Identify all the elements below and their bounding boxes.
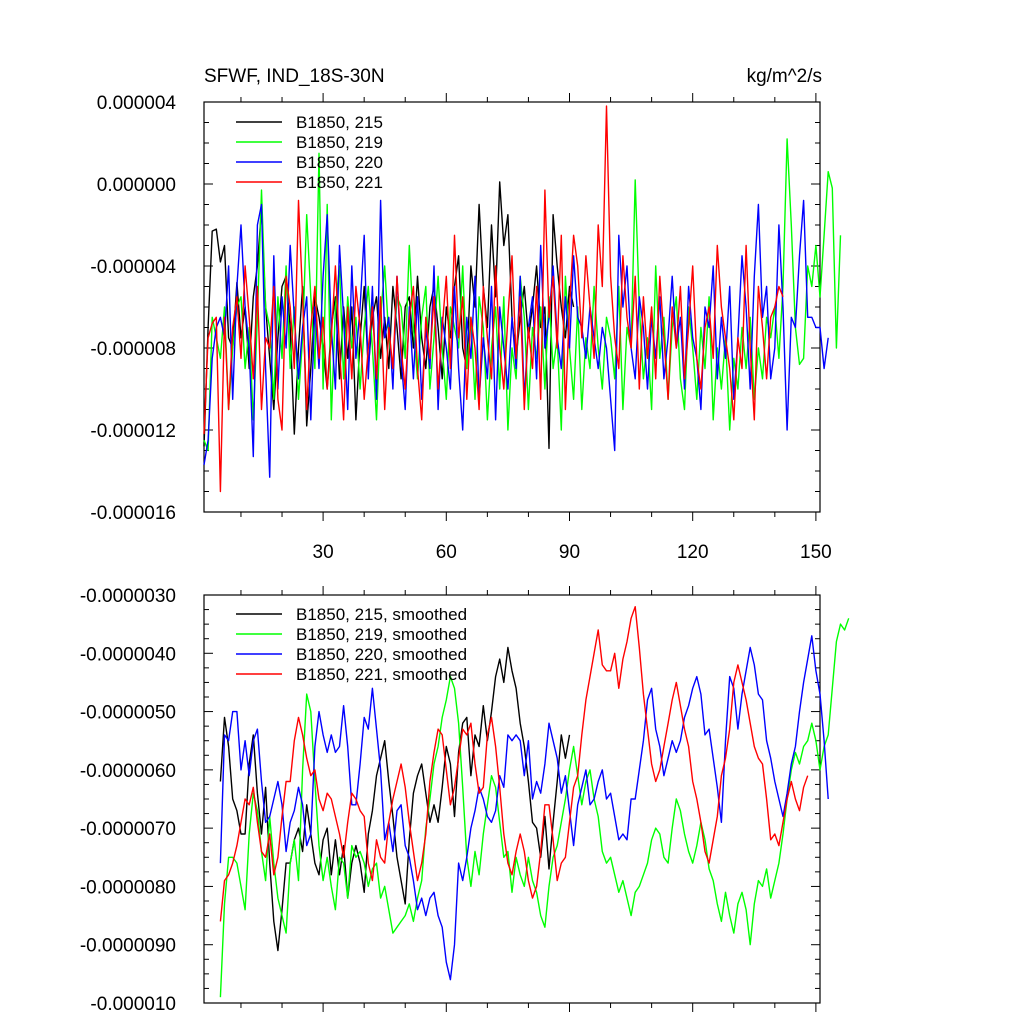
bottom-panel: -0.000010 -0.0000090 -0.0000080 -0.0000070 -… [80, 586, 850, 1015]
x-tick-label: 120 [677, 542, 709, 563]
series-line [203, 105, 784, 493]
y-tick-label: -0.0000070 [80, 819, 176, 840]
y-tick-label: -0.000004 [90, 257, 176, 278]
legend-label: B1850, 220 [296, 153, 383, 172]
chart-title: SFWF, IND_18S-30N [204, 66, 385, 87]
series-line [203, 138, 842, 452]
x-tick-label: 60 [436, 542, 457, 563]
series-line [203, 199, 829, 478]
series-line [219, 646, 571, 952]
series-line [219, 606, 809, 922]
series-line [219, 618, 850, 998]
legend-label: B1850, 220, smoothed [296, 645, 467, 664]
y-tick-label: -0.000016 [90, 503, 176, 524]
y-tick-label: -0.000008 [90, 339, 176, 360]
y-tick-label: -0.0000060 [80, 761, 176, 782]
x-tick-label: 30 [313, 542, 334, 563]
y-tick-label: -0.0000080 [80, 877, 176, 898]
y-tick-label: 0.000000 [97, 175, 176, 196]
legend-label: B1850, 221, smoothed [296, 665, 467, 684]
series-line [219, 635, 829, 981]
legend-label: B1850, 219 [296, 133, 383, 152]
legend-label: B1850, 219, smoothed [296, 625, 467, 644]
top-panel: -0.000016 -0.000012 -0.000008 -0.000004 0.00… [90, 93, 842, 563]
y-tick-label: -0.0000050 [80, 703, 176, 724]
legend-label: B1850, 215, smoothed [296, 605, 467, 624]
x-tick-label: 150 [800, 542, 832, 563]
units-label: kg/m^2/s [747, 66, 822, 87]
y-tick-label: -0.0000040 [80, 644, 176, 665]
y-tick-label: -0.0000030 [80, 586, 176, 607]
legend-label: B1850, 221 [296, 173, 383, 192]
x-tick-label: 90 [559, 542, 580, 563]
y-tick-label: -0.0000090 [80, 936, 176, 957]
y-tick-label: -0.000012 [90, 421, 176, 442]
y-tick-label: 0.000004 [97, 93, 177, 114]
y-tick-label: -0.000010 [90, 994, 176, 1015]
legend-label: B1850, 215 [296, 113, 383, 132]
